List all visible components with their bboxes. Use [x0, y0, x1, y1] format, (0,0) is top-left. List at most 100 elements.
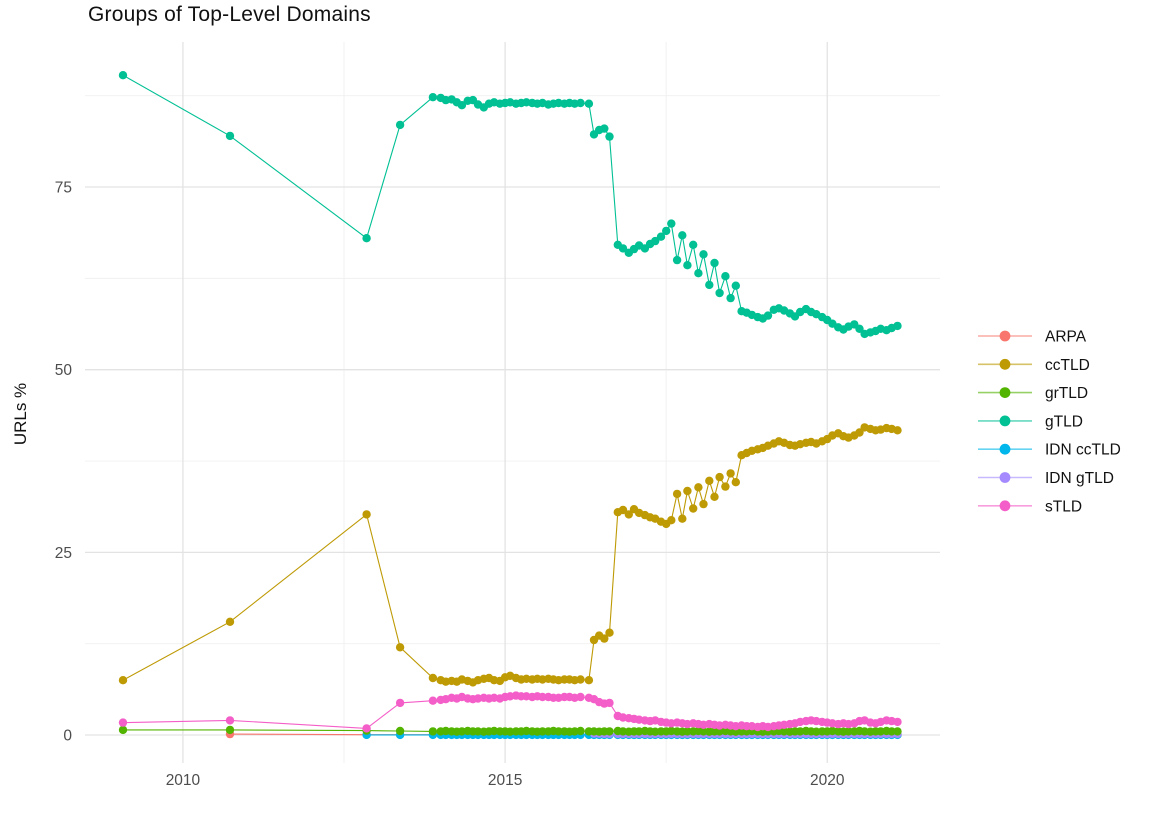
- data-point: [689, 240, 698, 249]
- legend-label: grTLD: [1045, 385, 1088, 402]
- chart-title: Groups of Top-Level Domains: [88, 3, 371, 26]
- data-point: [887, 727, 896, 736]
- data-point: [715, 472, 724, 482]
- data-point: [225, 131, 235, 141]
- legend: ARPA ccTLD grTLD gTLD IDN ccTLD IDN gTLD sTLD: [978, 329, 1121, 515]
- legend-key-dot: [999, 472, 1011, 483]
- series-line: [122, 74, 898, 335]
- data-point: [395, 120, 405, 130]
- data-point: [710, 258, 719, 268]
- legend-item-grtld: grTLD: [978, 385, 1088, 402]
- data-point: [656, 232, 666, 241]
- data-point: [225, 617, 235, 626]
- y-tick-label: 50: [55, 362, 73, 379]
- legend-key-dot: [999, 443, 1011, 455]
- data-point: [225, 725, 235, 735]
- y-tick-label: 75: [55, 180, 72, 197]
- data-point: [600, 124, 609, 133]
- legend-label: ccTLD: [1045, 357, 1090, 374]
- data-point: [605, 132, 614, 141]
- data-point: [844, 727, 853, 736]
- data-point: [428, 727, 438, 736]
- data-point: [667, 516, 676, 525]
- data-point: [651, 236, 660, 246]
- legend-label: IDN ccTLD: [1045, 442, 1121, 459]
- series-cctld: [118, 423, 902, 687]
- legend-label: ARPA: [1045, 329, 1087, 346]
- legend-label: IDN gTLD: [1045, 470, 1114, 487]
- data-point: [605, 698, 614, 708]
- data-point: [893, 717, 902, 727]
- data-point: [672, 255, 682, 265]
- data-point: [362, 510, 371, 519]
- data-point: [225, 716, 235, 725]
- data-point: [726, 469, 735, 478]
- data-point: [576, 692, 585, 702]
- data-point: [683, 486, 692, 496]
- data-point: [576, 98, 585, 108]
- data-point: [662, 226, 671, 236]
- legend-label: sTLD: [1045, 498, 1082, 515]
- data-point: [457, 101, 467, 110]
- data-point: [689, 504, 698, 513]
- y-tick-label: 25: [55, 545, 72, 562]
- data-point: [538, 727, 547, 736]
- data-point: [118, 718, 128, 727]
- data-point: [694, 483, 703, 492]
- data-point: [576, 675, 585, 684]
- data-point: [428, 673, 438, 683]
- data-point: [763, 311, 773, 320]
- legend-item-cctld: ccTLD: [978, 357, 1090, 374]
- data-point: [683, 261, 692, 270]
- data-point: [395, 698, 405, 708]
- data-point: [705, 280, 714, 290]
- data-point: [605, 628, 614, 637]
- data-point: [600, 634, 609, 643]
- x-tick-label: 2010: [166, 772, 201, 789]
- data-point: [715, 288, 724, 298]
- data-point: [118, 676, 128, 685]
- data-point: [672, 489, 682, 499]
- data-point: [893, 727, 902, 736]
- legend-item-idn-gtld: IDN gTLD: [978, 470, 1114, 487]
- legend-item-arpa: ARPA: [978, 329, 1087, 346]
- legend-key-dot: [999, 500, 1011, 512]
- data-point: [618, 244, 628, 253]
- legend-key-dot: [999, 387, 1011, 398]
- data-point: [731, 478, 740, 487]
- data-point: [428, 93, 438, 102]
- data-point: [584, 99, 594, 108]
- legend-label: gTLD: [1045, 413, 1083, 430]
- data-point: [395, 643, 405, 652]
- legend-key-dot: [999, 330, 1011, 342]
- data-point: [855, 324, 864, 333]
- data-point: [554, 727, 563, 736]
- data-point: [584, 676, 594, 685]
- series-gtld: [118, 71, 902, 339]
- data-point: [362, 724, 371, 733]
- data-point: [362, 234, 371, 243]
- legend-key-dot: [999, 358, 1011, 370]
- data-point: [710, 492, 719, 501]
- data-point: [624, 510, 633, 519]
- series-line: [122, 426, 898, 683]
- data-point: [683, 727, 692, 736]
- data-point: [395, 726, 405, 736]
- y-tick-label: 0: [63, 728, 72, 745]
- x-tick-label: 2015: [488, 772, 522, 789]
- series-stld: [118, 691, 902, 733]
- data-point: [694, 269, 703, 278]
- data-point: [605, 727, 614, 736]
- legend-key-dot: [999, 415, 1011, 427]
- data-point: [721, 482, 730, 491]
- data-point: [678, 231, 687, 240]
- legend-item-stld: sTLD: [978, 498, 1082, 515]
- data-point: [576, 726, 585, 736]
- data-point: [893, 426, 902, 435]
- data-point: [538, 692, 547, 702]
- data-point: [731, 281, 740, 290]
- x-tick-label: 2020: [810, 772, 845, 789]
- data-point: [705, 476, 714, 485]
